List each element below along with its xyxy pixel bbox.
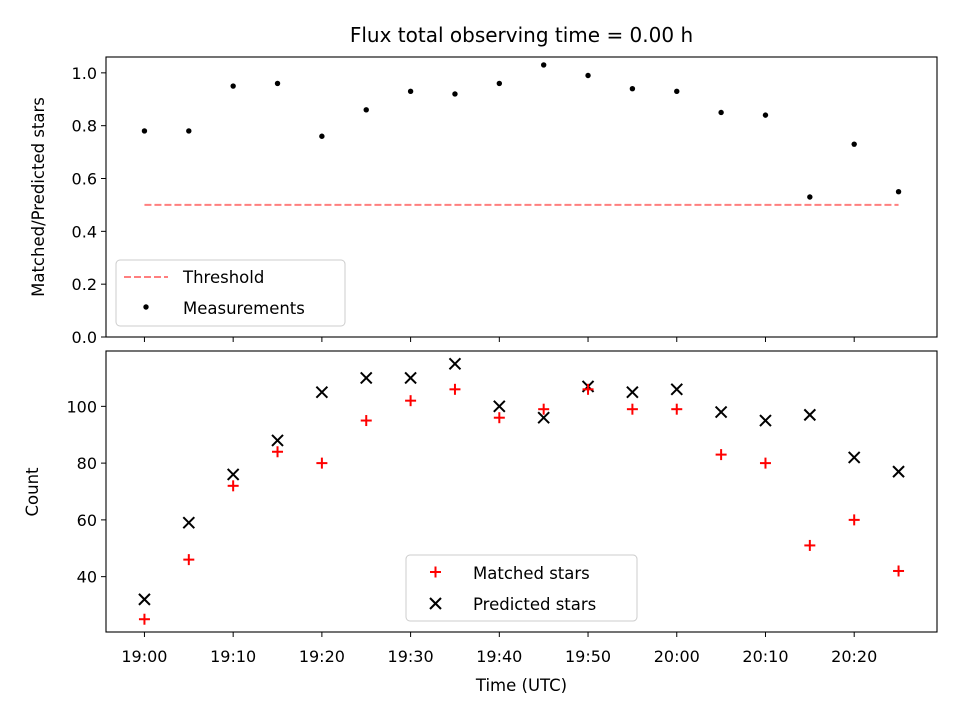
top-y-axis-label: Matched/Predicted stars — [29, 97, 48, 297]
measurement-point — [407, 88, 414, 95]
measurement-point — [718, 109, 724, 116]
measurement-point — [629, 85, 636, 92]
top-plot-area — [141, 62, 902, 206]
x-tick-label: 20:00 — [654, 647, 700, 666]
bottom-plot-area — [138, 357, 905, 625]
legend-predicted-swatch — [429, 597, 442, 610]
top-y-tick-label: 0.2 — [72, 275, 97, 294]
predicted-stars-point — [759, 414, 772, 427]
matched-stars-point — [138, 613, 150, 625]
matched-stars-point — [183, 554, 195, 566]
top-y-tick-label: 1.0 — [72, 64, 97, 83]
x-tick-label: 20:20 — [831, 647, 877, 666]
bottom-legend: Matched stars Predicted stars — [405, 554, 638, 622]
legend-threshold-label: Threshold — [182, 268, 264, 287]
top-legend: Threshold Measurements — [115, 259, 346, 327]
predicted-stars-point — [892, 465, 905, 478]
matched-stars-point — [759, 457, 771, 469]
x-tick-label: 19:00 — [121, 647, 167, 666]
measurement-point — [230, 83, 236, 89]
predicted-stars-point — [714, 405, 728, 419]
measurement-point — [895, 189, 902, 195]
bottom-y-axis-label: Count — [23, 467, 42, 517]
measurement-point — [319, 133, 325, 139]
predicted-stars-point — [670, 383, 683, 396]
predicted-stars-point — [138, 593, 151, 606]
measurement-point — [851, 141, 857, 147]
measurement-point — [363, 107, 369, 113]
top-y-tick-label: 0.8 — [72, 117, 97, 136]
predicted-stars-point — [182, 516, 196, 529]
top-panel: Flux total observing time = 0.00 h 0.00.… — [29, 23, 938, 347]
top-y-tick-label: 0.6 — [72, 170, 97, 189]
predicted-stars-point — [448, 357, 462, 370]
predicted-stars-point — [315, 385, 329, 399]
legend-matched-swatch — [430, 566, 441, 578]
predicted-stars-point — [803, 408, 817, 422]
matched-stars-point — [449, 383, 461, 395]
top-legend-box — [115, 259, 346, 327]
matched-stars-point — [493, 412, 505, 424]
matched-stars-point — [227, 480, 239, 492]
bottom-legend-box — [405, 554, 638, 622]
bottom-y-tick-label: 80 — [77, 454, 97, 473]
legend-measurements-label: Measurements — [183, 299, 305, 318]
bottom-y-tick-label: 40 — [77, 568, 97, 587]
matched-stars-point — [360, 415, 372, 427]
measurement-point — [186, 128, 192, 134]
top-y-tick-label: 0.4 — [72, 222, 97, 241]
measurement-point — [674, 88, 680, 95]
predicted-stars-point — [271, 434, 284, 447]
measurement-point — [496, 80, 503, 87]
predicted-stars-point — [847, 451, 861, 464]
bottom-panel: 40 60 80 100 19:00 19:10 19:20 19:30 19:40 19:50… — [23, 350, 938, 695]
matched-stars-point — [405, 395, 417, 407]
measurement-point — [274, 80, 281, 87]
legend-measurements-swatch — [143, 304, 149, 310]
matched-stars-point — [715, 449, 727, 461]
top-y-tick-label: 0.0 — [72, 328, 97, 347]
predicted-stars-point — [404, 371, 417, 385]
x-tick-label: 19:40 — [476, 647, 522, 666]
matched-stars-point — [272, 446, 284, 458]
top-y-axis: 0.0 0.2 0.4 0.6 0.8 1.0 — [72, 64, 106, 347]
bottom-y-axis: 40 60 80 100 — [66, 397, 106, 587]
predicted-stars-point — [226, 468, 240, 481]
bottom-y-tick-label: 100 — [66, 397, 97, 416]
x-tick-label: 20:10 — [742, 647, 788, 666]
measurement-point — [585, 72, 591, 79]
legend-matched-label: Matched stars — [473, 564, 590, 583]
bottom-y-tick-label: 60 — [77, 511, 97, 530]
x-tick-label: 19:20 — [299, 647, 345, 666]
bottom-x-axis: 19:00 19:10 19:20 19:30 19:40 19:50 20:00 20:10… — [121, 632, 877, 666]
predicted-stars-point — [537, 411, 550, 424]
matched-stars-point — [893, 565, 905, 577]
matched-stars-point — [316, 457, 328, 469]
predicted-stars-point — [360, 371, 373, 385]
matched-stars-point — [626, 403, 638, 415]
matched-stars-point — [538, 403, 550, 415]
x-tick-label: 19:30 — [388, 647, 434, 666]
measurement-point — [540, 62, 547, 68]
matched-stars-point — [671, 403, 683, 415]
predicted-stars-point — [626, 385, 639, 399]
matched-stars-point — [582, 383, 594, 395]
top-chart-title: Flux total observing time = 0.00 h — [350, 23, 693, 47]
matched-stars-point — [848, 514, 860, 526]
top-plot-frame — [105, 56, 938, 338]
measurement-point — [762, 112, 769, 118]
measurement-point — [807, 194, 813, 200]
top-x-ticks — [143, 337, 855, 342]
measurement-point — [141, 128, 148, 134]
legend-predicted-label: Predicted stars — [473, 595, 596, 614]
measurement-point — [452, 91, 458, 97]
x-axis-label: Time (UTC) — [475, 676, 567, 695]
x-tick-label: 19:10 — [210, 647, 256, 666]
x-tick-label: 19:50 — [565, 647, 611, 666]
bottom-plot-frame — [105, 350, 938, 633]
predicted-stars-point — [493, 400, 506, 413]
matched-stars-point — [804, 539, 816, 551]
